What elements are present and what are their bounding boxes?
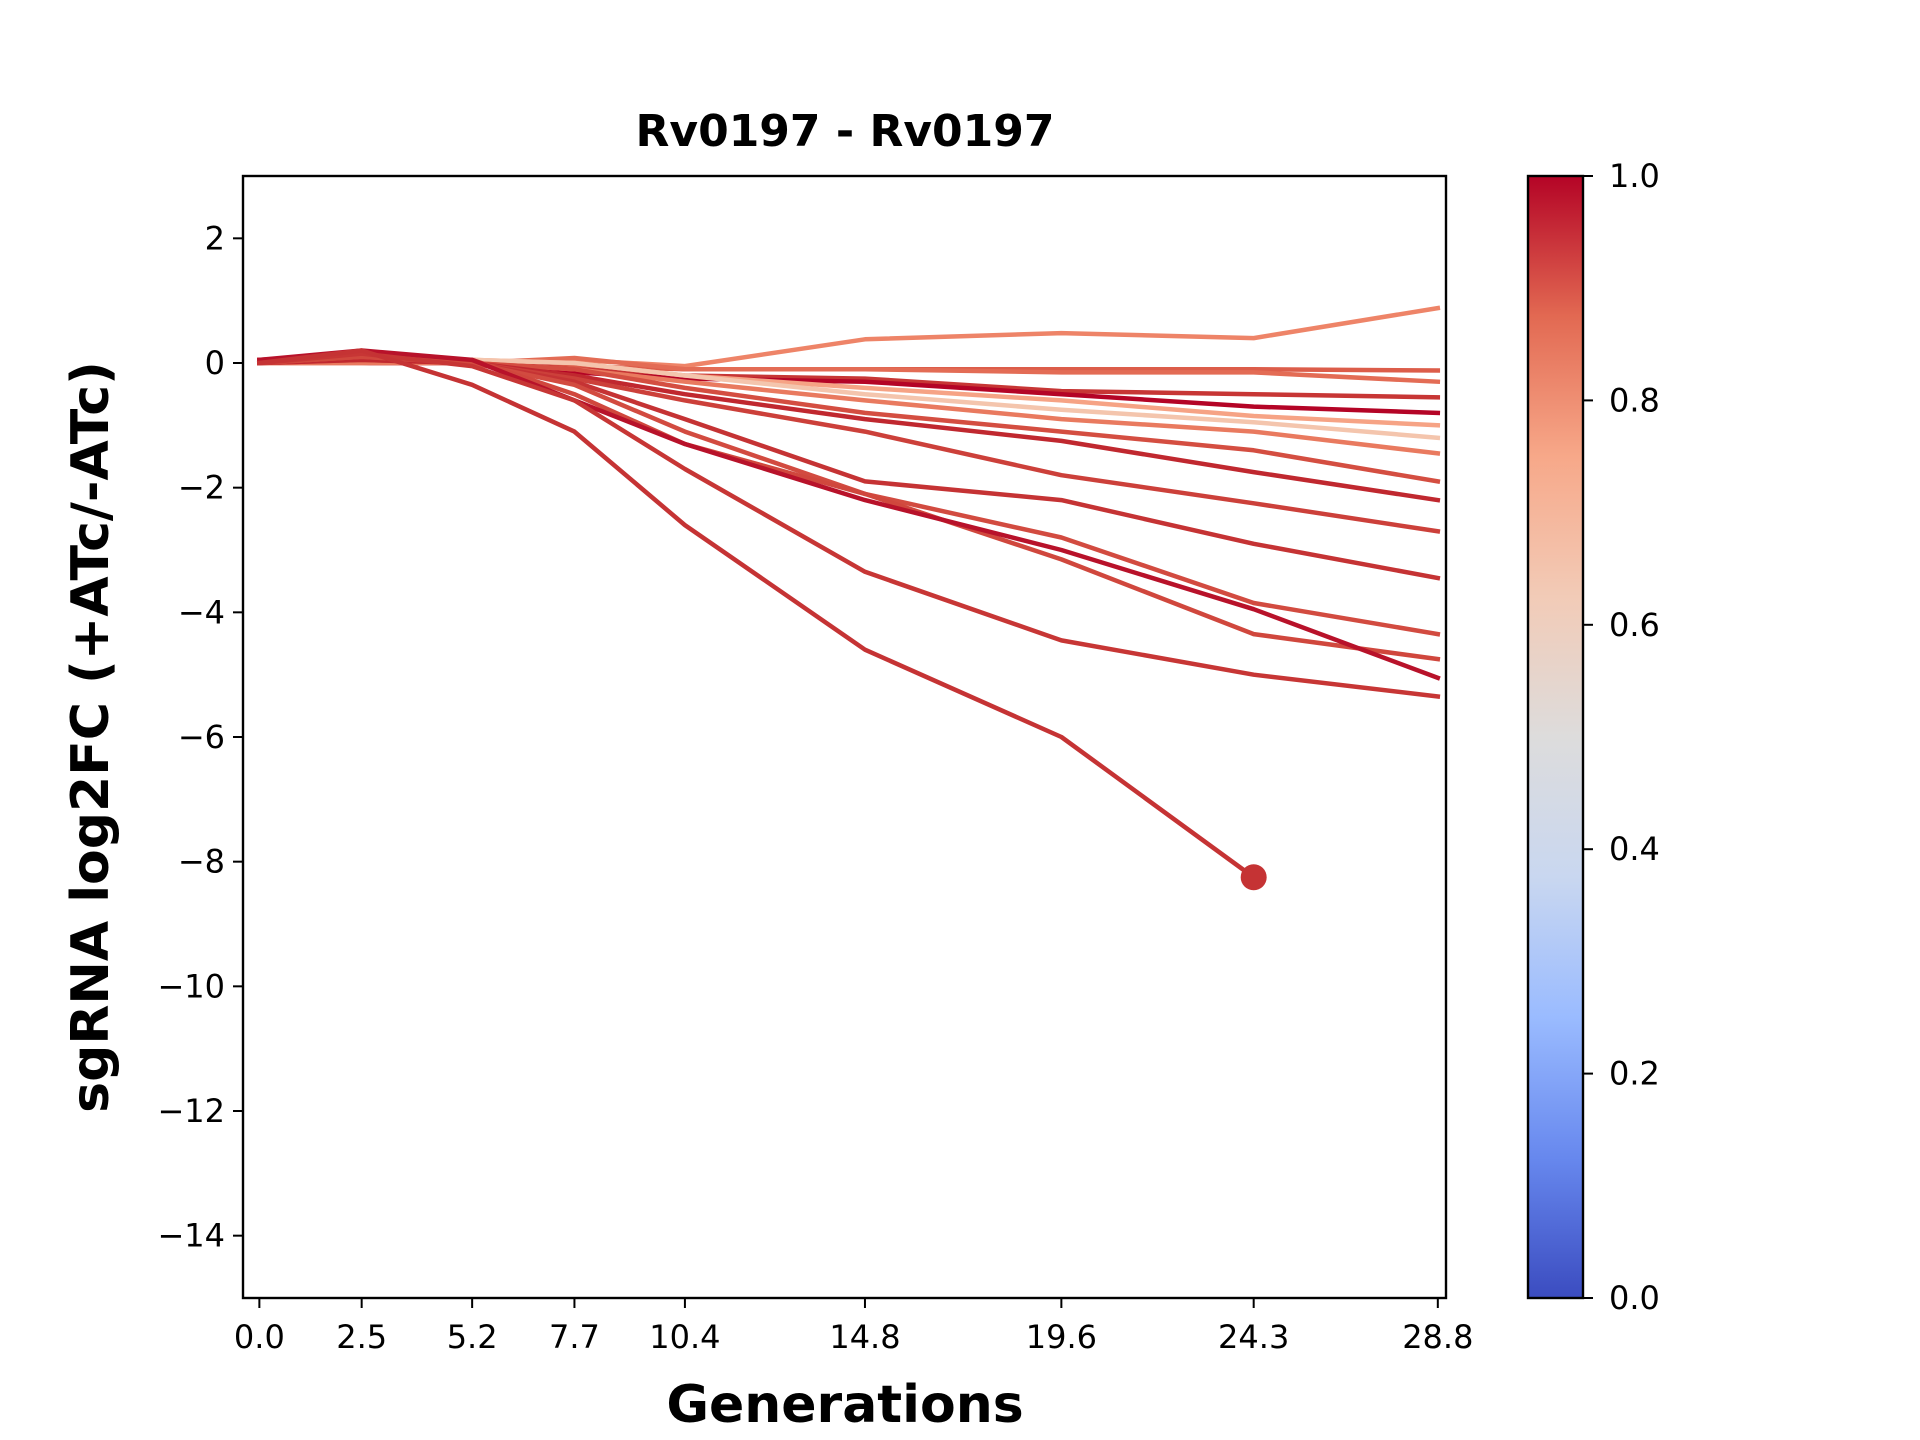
x-tick-label: 24.3 <box>1218 1318 1289 1356</box>
y-tick-label: 2 <box>205 219 225 257</box>
x-tick-label: 2.5 <box>336 1318 387 1356</box>
colorbar-tick-label: 0.0 <box>1609 1279 1660 1317</box>
y-tick-label: −12 <box>157 1092 225 1130</box>
x-tick-label: 28.8 <box>1402 1318 1473 1356</box>
colorbar-tick-label: 0.2 <box>1609 1055 1660 1093</box>
series-end-marker-1 <box>1240 864 1267 891</box>
plot-series-group <box>256 305 1441 881</box>
x-tick-label: 10.4 <box>649 1318 720 1356</box>
y-tick-label: −10 <box>157 967 225 1005</box>
y-tick-label: −8 <box>178 843 225 881</box>
y-tick-label: −2 <box>178 469 225 507</box>
x-tick-label: 19.6 <box>1026 1318 1097 1356</box>
colorbar-tick-label: 1.0 <box>1609 157 1660 195</box>
series-line-15 <box>256 348 1441 681</box>
y-axis: 2 0 −2 −4 −6 −8 −10 −12 −14 <box>157 219 243 1255</box>
y-tick-label: −14 <box>157 1217 225 1255</box>
x-axis: 0.0 2.5 5.2 7.7 10.4 14.8 19.6 24.3 28.8 <box>234 1298 1473 1356</box>
x-tick-label: 0.0 <box>234 1318 285 1356</box>
y-tick-label: −6 <box>178 718 225 756</box>
x-tick-label: 5.2 <box>447 1318 498 1356</box>
x-tick-label: 7.7 <box>549 1318 600 1356</box>
plot-markers-group <box>1240 864 1267 891</box>
colorbar-tick-label: 0.8 <box>1609 381 1660 419</box>
y-axis-label: sgRNA log2FC (+ATc/-ATc) <box>61 361 121 1113</box>
chart-title: Rv0197 - Rv0197 <box>636 106 1055 157</box>
y-tick-label: −4 <box>178 593 225 631</box>
colorbar-axis: 0.0 0.2 0.4 0.6 0.8 1.0 <box>1583 157 1660 1317</box>
colorbar <box>1528 176 1583 1298</box>
y-tick-label: 0 <box>205 344 225 382</box>
x-axis-label: Generations <box>666 1375 1023 1435</box>
series-line-16 <box>256 351 1441 699</box>
colorbar-frame <box>1526 174 1585 1300</box>
colorbar-tick-label: 0.4 <box>1609 830 1660 868</box>
x-tick-label: 14.8 <box>829 1318 900 1356</box>
series-line-17 <box>256 348 1257 881</box>
colorbar-tick-label: 0.6 <box>1609 606 1660 644</box>
